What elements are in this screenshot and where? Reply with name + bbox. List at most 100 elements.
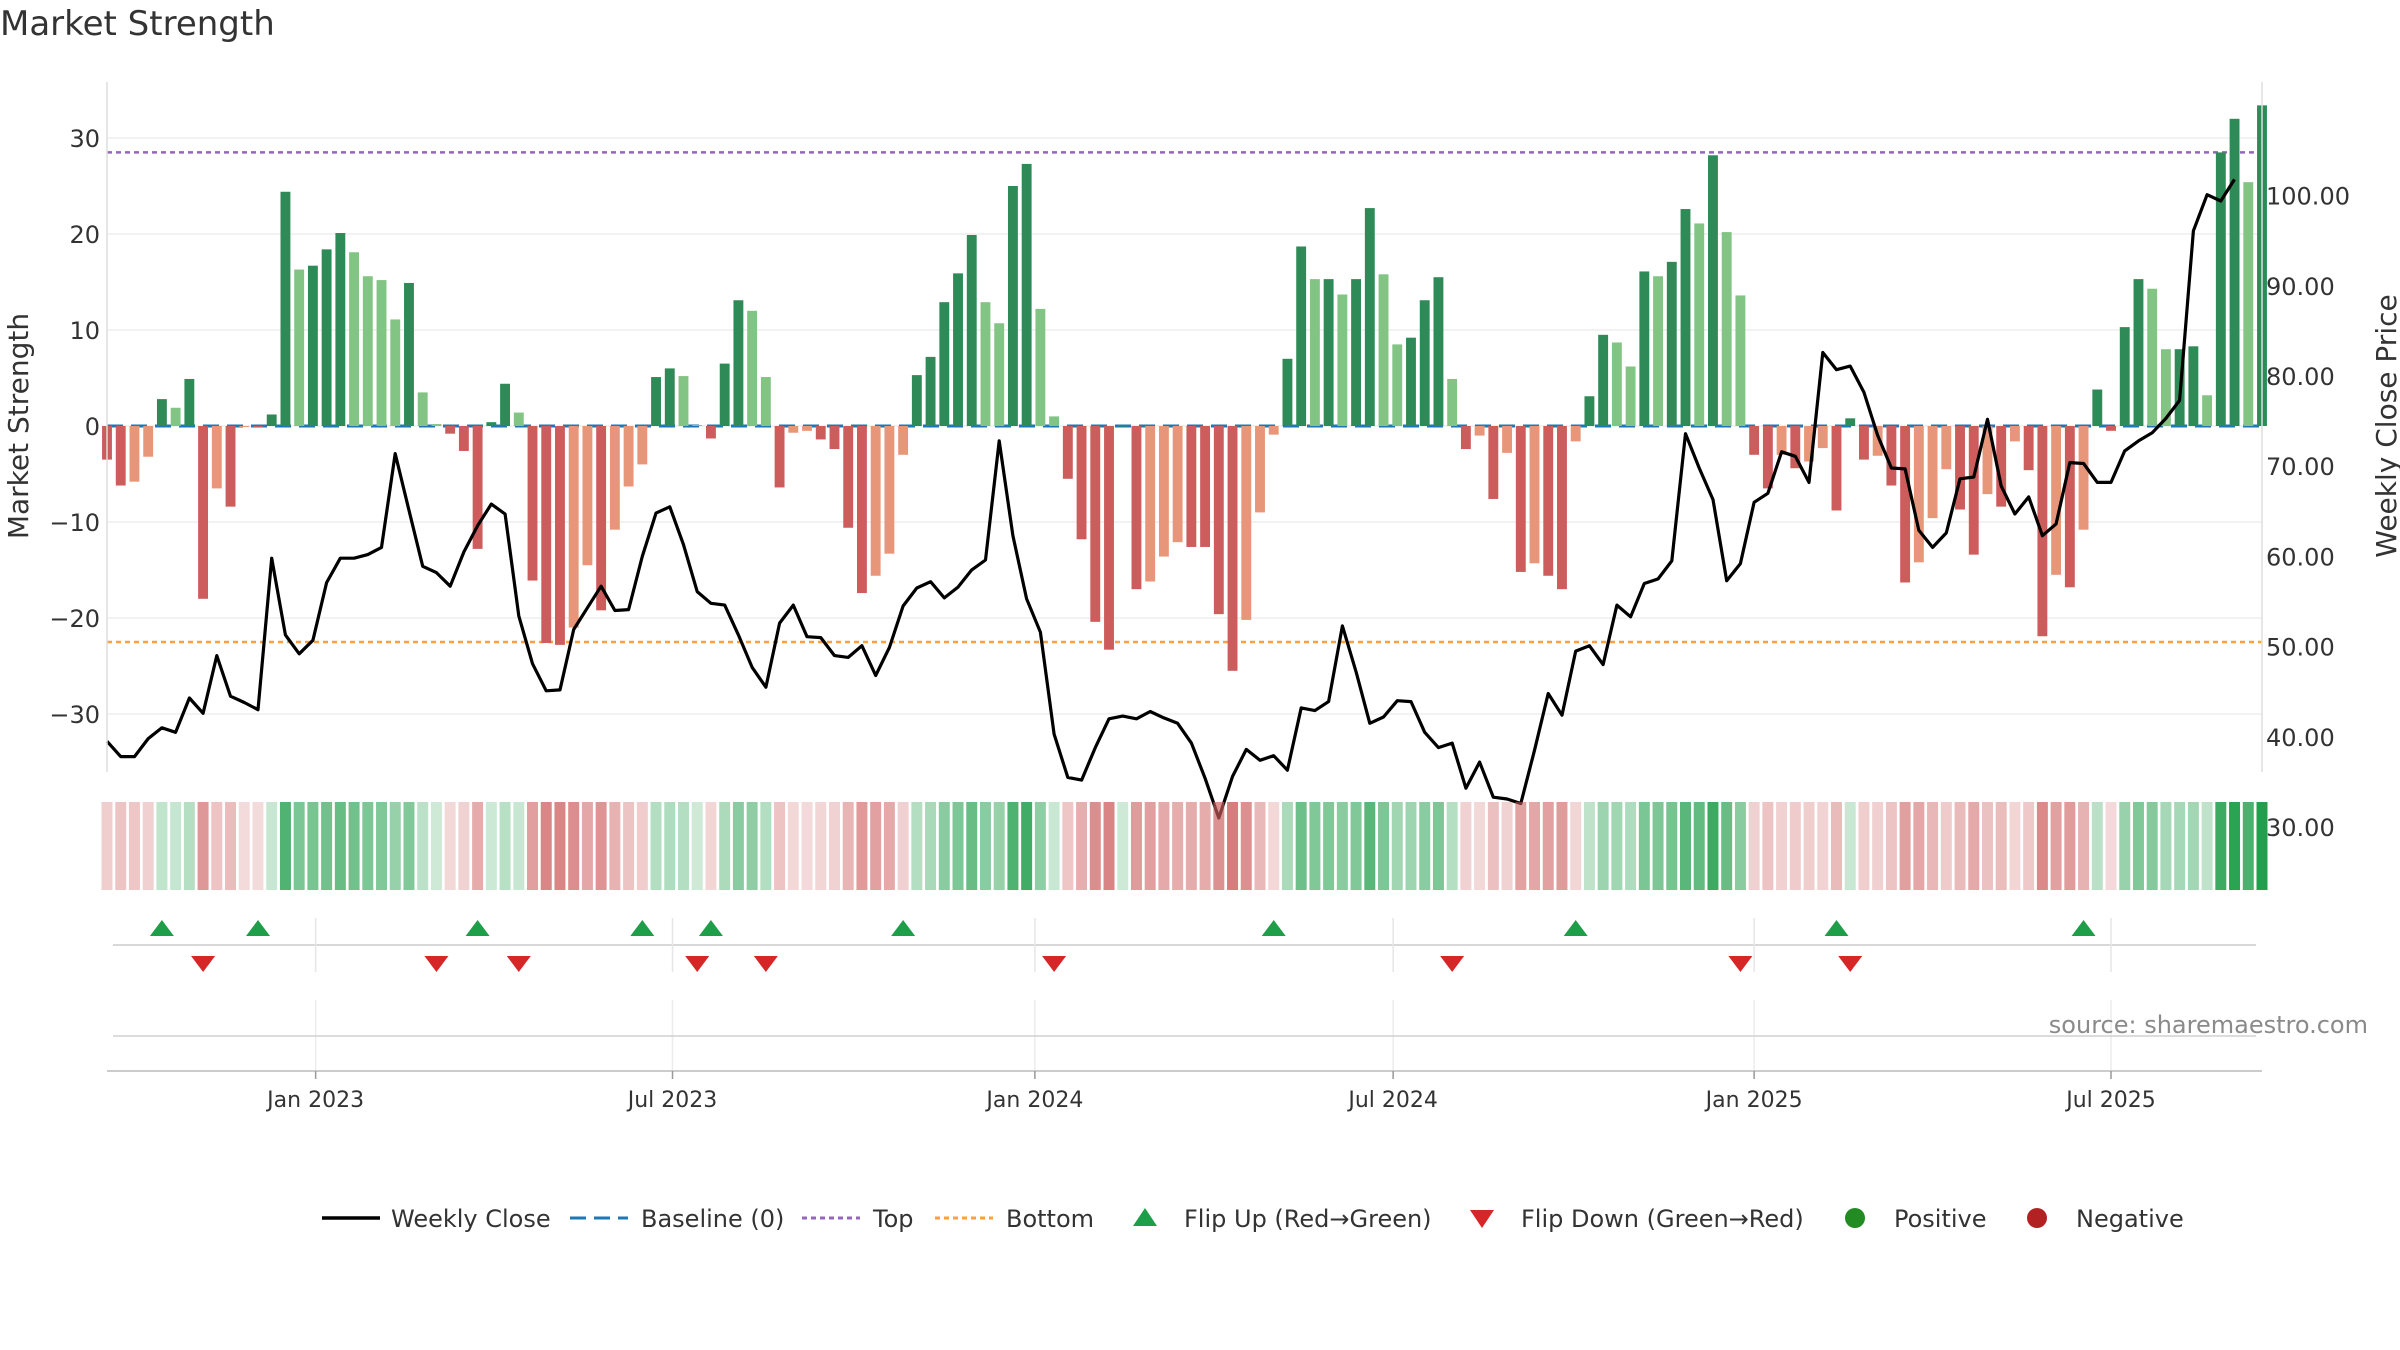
strength-bar xyxy=(486,422,497,426)
heat-cell xyxy=(828,802,840,890)
heat-cell xyxy=(1309,802,1321,890)
heat-cell xyxy=(1199,802,1211,890)
heat-cell xyxy=(540,802,552,890)
strength-bar xyxy=(692,425,703,426)
flip-up-marker xyxy=(149,920,174,936)
strength-bar xyxy=(1186,426,1197,547)
strength-bar xyxy=(1529,426,1540,564)
heat-cell xyxy=(1844,802,1856,890)
strength-bar xyxy=(1268,426,1279,435)
strength-bar xyxy=(1955,426,1965,510)
strength-bar xyxy=(307,265,318,426)
heat-cell xyxy=(1048,802,1060,890)
y2-tick-label: 70.00 xyxy=(2266,453,2335,481)
strength-bar xyxy=(294,269,305,426)
strength-bar xyxy=(1927,426,1938,519)
strength-bar xyxy=(2229,118,2240,427)
strength-bar xyxy=(623,426,634,487)
heat-cell xyxy=(1254,802,1266,890)
heat-cell xyxy=(1570,802,1582,890)
heat-cell xyxy=(499,802,511,890)
strength-bar xyxy=(1584,396,1595,426)
x-tick-label: Jul 2023 xyxy=(626,1088,718,1113)
heat-cell xyxy=(870,802,882,890)
heat-cell xyxy=(842,802,854,890)
heat-cell xyxy=(1323,802,1335,890)
heat-cell xyxy=(1240,802,1252,890)
heat-cell xyxy=(389,802,401,890)
strength-bar xyxy=(445,426,456,434)
strength-bar xyxy=(1488,426,1499,499)
heat-cell xyxy=(403,802,415,890)
heat-cell xyxy=(2229,802,2241,890)
strength-bar xyxy=(1337,294,1348,426)
strength-bar xyxy=(115,426,126,486)
source-label: source: sharemaestro.com xyxy=(2049,1011,2368,1039)
strength-bar xyxy=(541,426,552,643)
x-tick-label: Jan 2024 xyxy=(984,1088,1083,1113)
heat-cell xyxy=(1405,802,1417,890)
heat-cell xyxy=(1130,802,1142,890)
heat-cell xyxy=(925,802,937,890)
heat-cell xyxy=(568,802,580,890)
heat-cell xyxy=(609,802,621,890)
heat-cell xyxy=(815,802,827,890)
strength-bar xyxy=(609,426,620,530)
flip-down-marker xyxy=(1440,956,1465,972)
strength-bar xyxy=(280,191,291,426)
heat-cell xyxy=(581,802,593,890)
flip-up-marker xyxy=(891,920,916,936)
heat-cell xyxy=(595,802,607,890)
heat-cell xyxy=(1995,802,2007,890)
strength-bar xyxy=(1419,300,1430,426)
heat-cell xyxy=(1693,802,1705,890)
heat-cell xyxy=(678,802,689,890)
heat-cell xyxy=(238,802,250,890)
strength-bar xyxy=(760,377,771,426)
strength-bar xyxy=(1845,418,1856,426)
heat-cell xyxy=(732,802,744,890)
heat-cell xyxy=(2091,802,2103,890)
heat-cell xyxy=(2023,802,2035,890)
strength-bar xyxy=(1639,271,1650,426)
strength-bar xyxy=(870,426,881,576)
strength-bar xyxy=(1158,426,1169,557)
strength-bar xyxy=(1378,274,1389,426)
flip-down-marker xyxy=(506,956,531,972)
strength-bar xyxy=(1296,246,1307,426)
heat-cell xyxy=(1872,802,1884,890)
strength-bar xyxy=(1007,186,1018,426)
heat-cell xyxy=(883,802,895,890)
heat-cell xyxy=(1611,802,1623,890)
strength-bar xyxy=(1817,426,1828,449)
flip-down-marker xyxy=(1838,956,1863,972)
strength-bar xyxy=(1543,426,1554,576)
strength-bar xyxy=(966,234,977,426)
heat-cell xyxy=(156,802,168,890)
heat-cell xyxy=(719,802,731,890)
heat-cell xyxy=(1940,802,1952,890)
strength-bar xyxy=(980,302,991,426)
flip-up-marker xyxy=(465,920,490,936)
heat-cell xyxy=(952,802,964,890)
heat-cell xyxy=(1803,802,1815,890)
heat-cell xyxy=(1652,802,1664,890)
legend-label: Flip Up (Red→Green) xyxy=(1184,1205,1432,1233)
strength-bar xyxy=(1611,342,1622,426)
heat-cell xyxy=(1885,802,1897,890)
heat-cell xyxy=(1831,802,1842,890)
strength-bar xyxy=(939,302,950,426)
strength-bar xyxy=(1282,358,1293,426)
strength-bar xyxy=(1406,337,1416,426)
heat-cell xyxy=(293,802,305,890)
heat-cell xyxy=(554,802,566,890)
strength-bar xyxy=(637,426,648,465)
strength-bar xyxy=(843,426,854,528)
strength-bar xyxy=(1872,426,1883,456)
y-tick-label: 30 xyxy=(69,125,100,153)
heat-cell xyxy=(1776,802,1788,890)
strength-bar xyxy=(1859,426,1869,460)
strength-bar xyxy=(719,363,730,426)
strength-bar xyxy=(788,426,799,433)
